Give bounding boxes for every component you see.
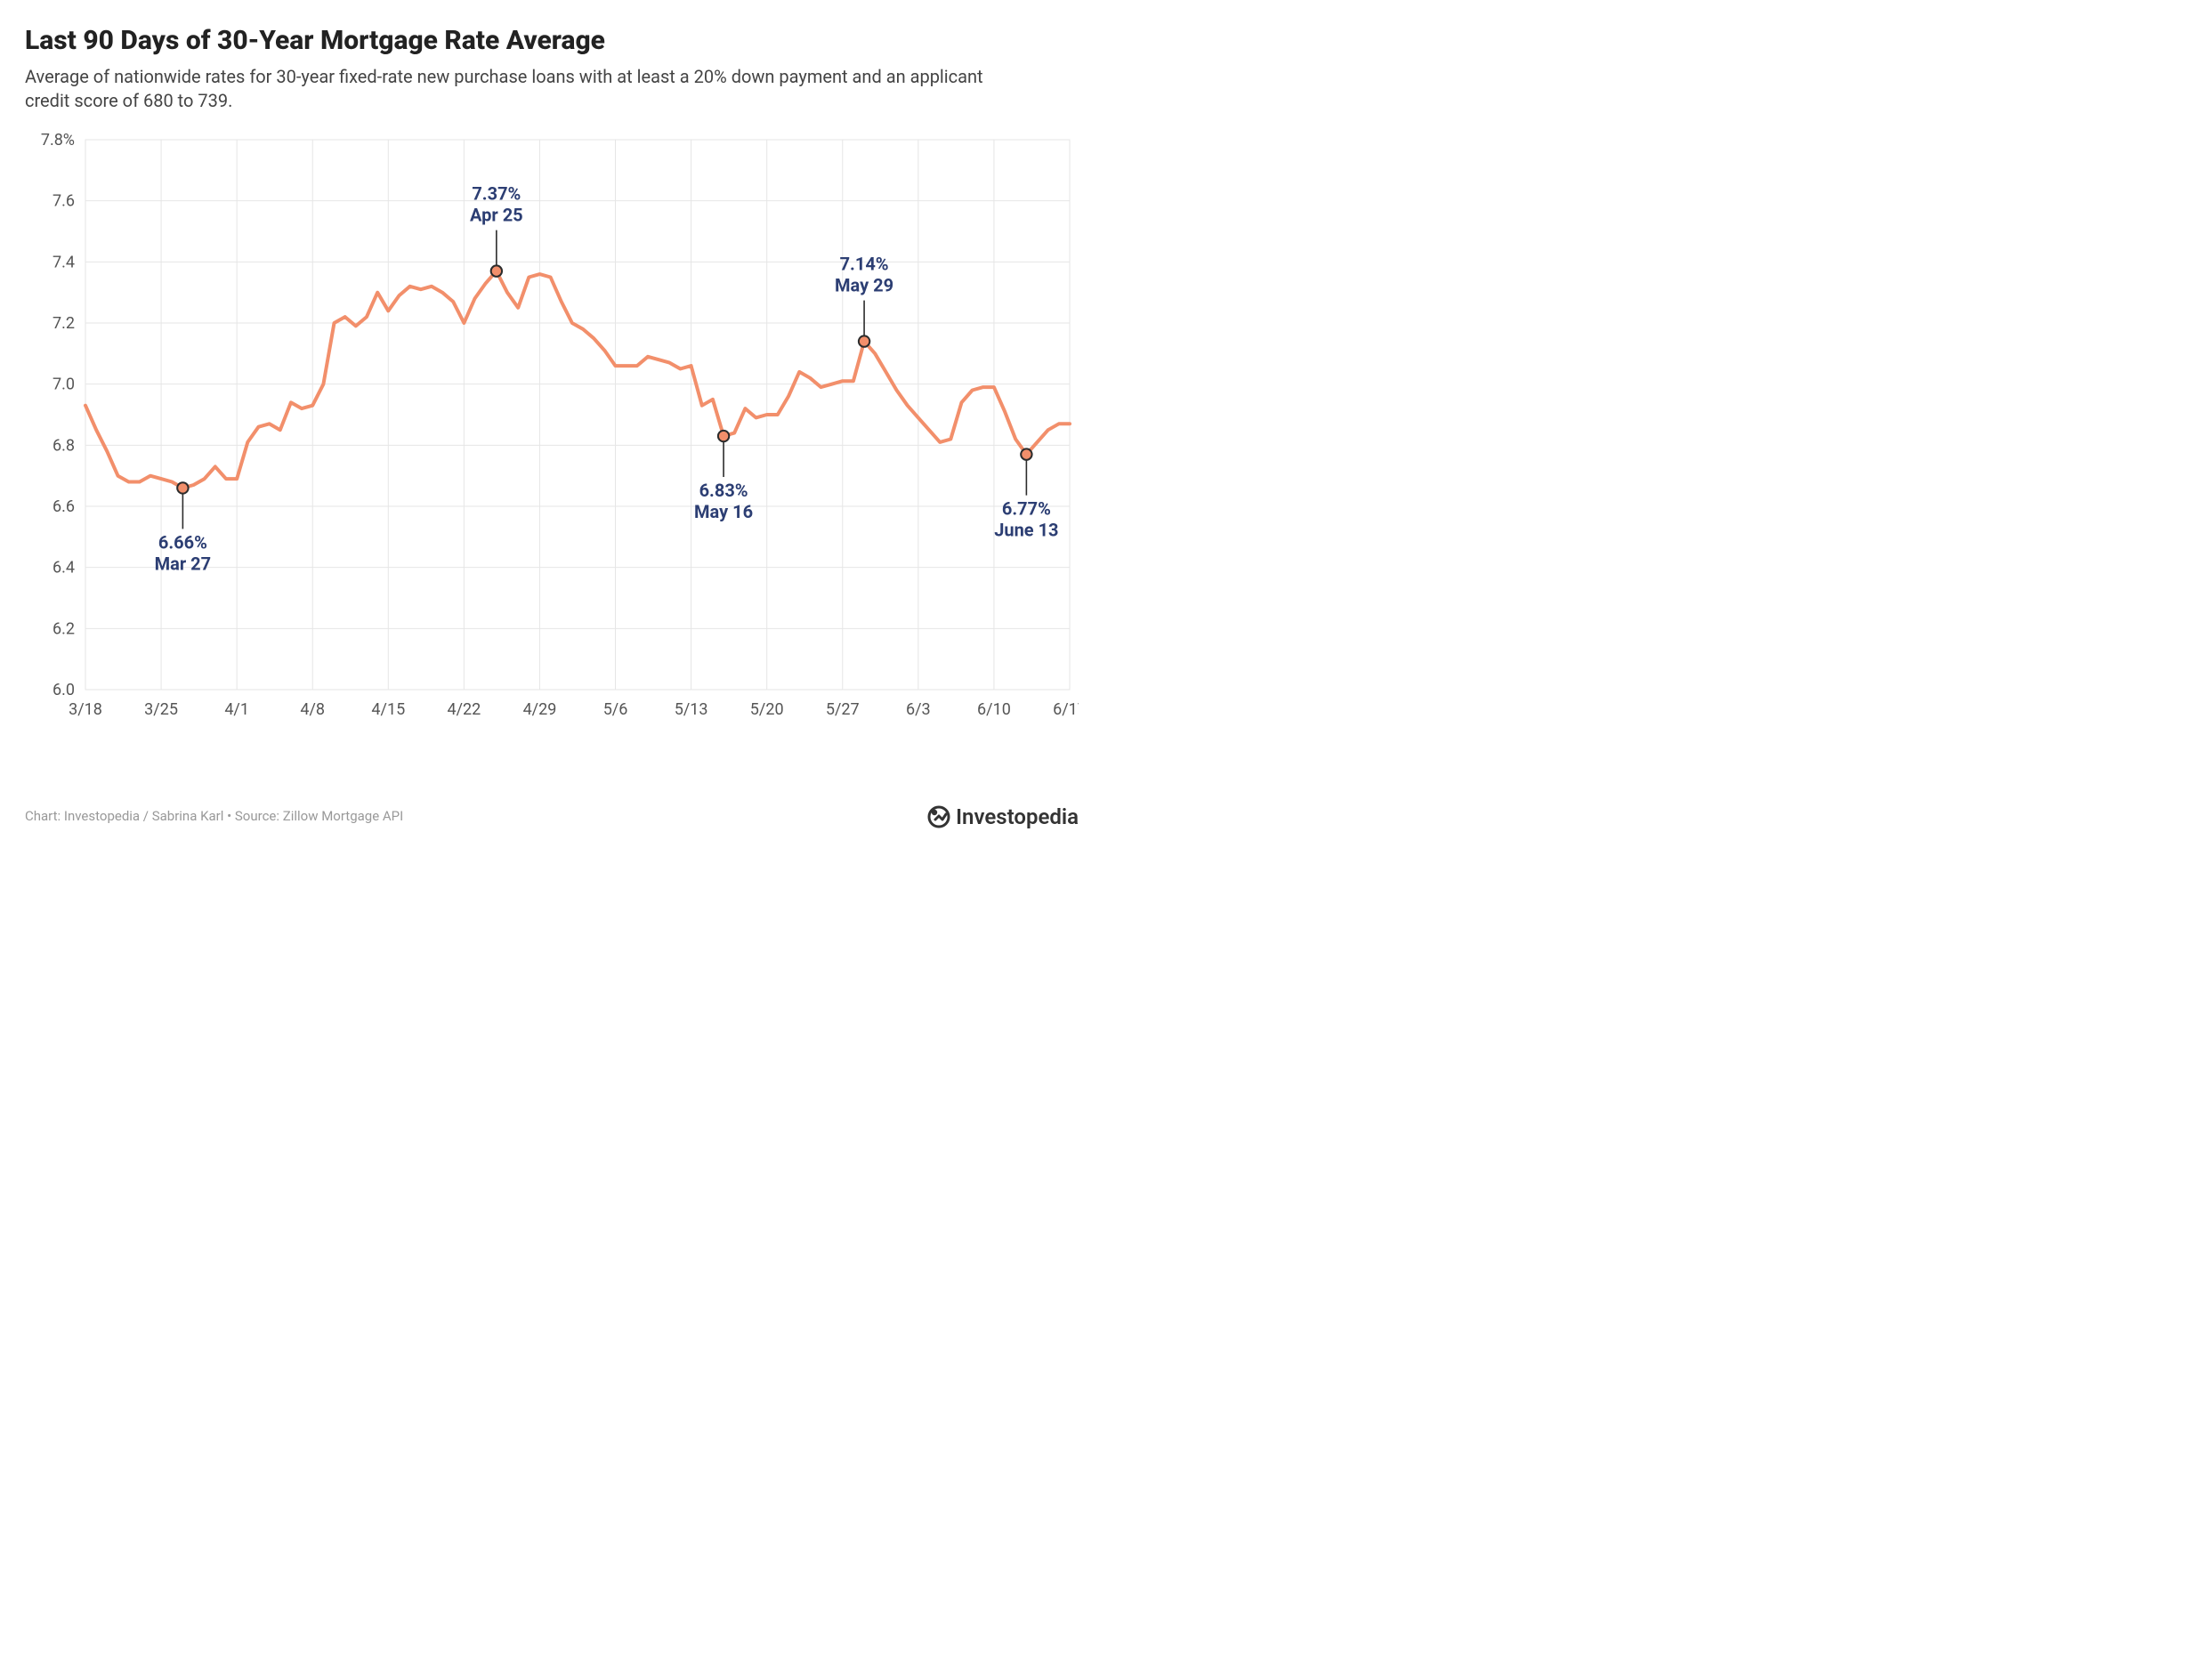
callout-date: May 29	[835, 275, 893, 296]
x-tick-label: 4/29	[523, 700, 557, 719]
x-tick-label: 5/6	[603, 700, 628, 719]
x-tick-label: 5/13	[675, 700, 708, 719]
x-tick-label: 4/1	[224, 700, 249, 719]
x-tick-label: 5/27	[826, 700, 860, 719]
y-tick-label: 6.0	[53, 681, 75, 699]
y-tick-label: 7.6	[53, 192, 75, 211]
y-tick-label: 6.4	[53, 559, 75, 578]
y-tick-label: 7.8%	[41, 131, 75, 149]
callout-marker	[1021, 448, 1031, 459]
callout-date: May 16	[694, 501, 753, 522]
callout-marker	[177, 482, 188, 493]
x-tick-label: 6/17	[1053, 700, 1079, 719]
callout-date: June 13	[994, 520, 1058, 541]
callout-marker	[859, 335, 869, 346]
callout-marker	[491, 265, 502, 276]
x-tick-label: 6/10	[977, 700, 1011, 719]
callout-date: Apr 25	[470, 205, 523, 226]
x-tick-label: 3/18	[69, 700, 102, 719]
brand-logo: Investopedia	[927, 804, 1079, 829]
callout-value: 6.83%	[699, 480, 748, 501]
callout-value: 6.77%	[1002, 498, 1051, 520]
y-tick-label: 6.2	[53, 619, 75, 638]
series-line	[85, 271, 1070, 489]
y-tick-label: 7.2	[53, 314, 75, 333]
chart-subtitle: Average of nationwide rates for 30-year …	[25, 65, 1031, 113]
brand-text: Investopedia	[956, 804, 1079, 829]
brand-icon	[927, 805, 950, 828]
callout-value: 6.66%	[158, 531, 207, 553]
chart-footer: Chart: Investopedia / Sabrina Karl • Sou…	[25, 808, 403, 824]
callout-marker	[718, 431, 729, 441]
x-tick-label: 4/15	[371, 700, 405, 719]
callout-value: 7.37%	[472, 183, 521, 205]
x-tick-label: 6/3	[906, 700, 931, 719]
callout-date: Mar 27	[155, 553, 211, 574]
chart-area: 6.0 6.2 6.4 6.6 6.8 7.0 7.2 7.4 7.6 7.8% 3/18 3/25 4…	[25, 129, 1079, 738]
line-chart: 6.0 6.2 6.4 6.6 6.8 7.0 7.2 7.4 7.6 7.8% 3/18 3/25 4…	[25, 129, 1079, 734]
x-tick-label: 5/20	[750, 700, 784, 719]
x-tick-label: 4/8	[300, 700, 325, 719]
x-tick-label: 4/22	[447, 700, 481, 719]
chart-title: Last 90 Days of 30-Year Mortgage Rate Av…	[25, 25, 1079, 56]
x-tick-label: 3/25	[144, 700, 178, 719]
y-tick-label: 6.8	[53, 436, 75, 455]
y-tick-label: 7.0	[53, 376, 75, 394]
callout-value: 7.14%	[840, 254, 889, 275]
y-tick-label: 6.6	[53, 497, 75, 516]
y-tick-label: 7.4	[53, 253, 75, 271]
